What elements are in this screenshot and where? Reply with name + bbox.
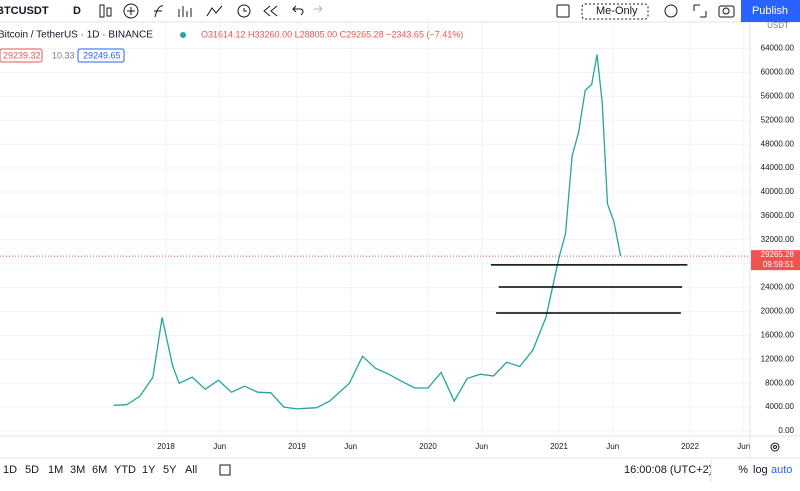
y-tick-label: 24000.00	[761, 283, 795, 292]
y-tick-label: 0.00	[778, 426, 794, 435]
y-tick-label: 44000.00	[761, 163, 795, 172]
y-tick-label: 64000.00	[761, 44, 795, 53]
x-tick-label: 2022	[681, 442, 699, 451]
countdown: 09:59:51	[763, 260, 795, 269]
x-tick-label: 2020	[419, 442, 437, 451]
settings-icon[interactable]	[770, 442, 780, 452]
range-button[interactable]: 5D	[25, 464, 39, 476]
range-button[interactable]: 1Y	[142, 464, 156, 476]
last-price: 29265.28	[761, 250, 795, 259]
x-tick-label: Jun	[737, 442, 750, 451]
y-tick-label: 48000.00	[761, 139, 795, 148]
publish-label[interactable]: Publish	[752, 5, 788, 17]
clock: 16:00:08 (UTC+2)	[624, 464, 712, 476]
auto-toggle[interactable]: auto	[771, 464, 792, 476]
y-tick-label: 32000.00	[761, 235, 795, 244]
y-tick-label: 56000.00	[761, 91, 795, 100]
y-tick-label: 36000.00	[761, 211, 795, 220]
range-button[interactable]: All	[185, 464, 197, 476]
y-tick-label: 40000.00	[761, 187, 795, 196]
bid-box[interactable]	[0, 48, 43, 63]
x-tick-label: Jun	[344, 442, 357, 451]
layout-name[interactable]: Me-Only	[596, 5, 638, 17]
y-tick-label: 60000.00	[761, 68, 795, 77]
x-tick-label: 2018	[157, 442, 175, 451]
last-price-box	[751, 250, 800, 271]
range-button[interactable]: 5Y	[163, 464, 177, 476]
toolbar-icons[interactable]	[99, 3, 735, 19]
y-tick-label: 52000.00	[761, 115, 795, 124]
currency: USDT	[767, 21, 789, 30]
y-tick-label: 4000.00	[765, 402, 794, 411]
ask-box[interactable]	[77, 48, 125, 63]
x-tick-label: Jun	[213, 442, 226, 451]
y-tick-label: 12000.00	[761, 354, 795, 363]
x-tick-label: Jun	[606, 442, 619, 451]
legend-name: Bitcoin / TetherUS · 1D · BINANCE	[0, 30, 153, 41]
toolbar	[0, 0, 800, 22]
ask[interactable]: 29249.65	[83, 50, 121, 60]
range-button[interactable]: 6M	[92, 464, 107, 476]
y-tick-label: 20000.00	[761, 307, 795, 316]
interval[interactable]: D	[73, 5, 81, 17]
y-tick-label: 16000.00	[761, 331, 795, 340]
range-button[interactable]: 1M	[48, 464, 63, 476]
x-tick-label: 2019	[288, 442, 306, 451]
status-dot	[180, 32, 186, 38]
percent-toggle[interactable]: %	[738, 464, 748, 476]
range-button[interactable]: YTD	[114, 464, 136, 476]
spread: 10.33	[52, 50, 75, 60]
symbol[interactable]: BTCUSDT	[0, 5, 49, 17]
x-tick-label: 2021	[550, 442, 568, 451]
goto-date[interactable]	[219, 464, 231, 476]
range-button[interactable]: 3M	[70, 464, 85, 476]
legend-ohlc: O31614.12 H33260.00 L28805.00 C29265.28 …	[201, 29, 463, 39]
bid[interactable]: 29239.32	[3, 50, 41, 60]
x-tick-label: Jun	[475, 442, 488, 451]
publish-button[interactable]	[741, 0, 800, 22]
range-button[interactable]: 1D	[3, 464, 17, 476]
log-toggle[interactable]: log	[753, 464, 768, 476]
price-line	[113, 54, 622, 410]
layout-button[interactable]	[581, 3, 649, 20]
y-tick-label: 8000.00	[765, 378, 794, 387]
